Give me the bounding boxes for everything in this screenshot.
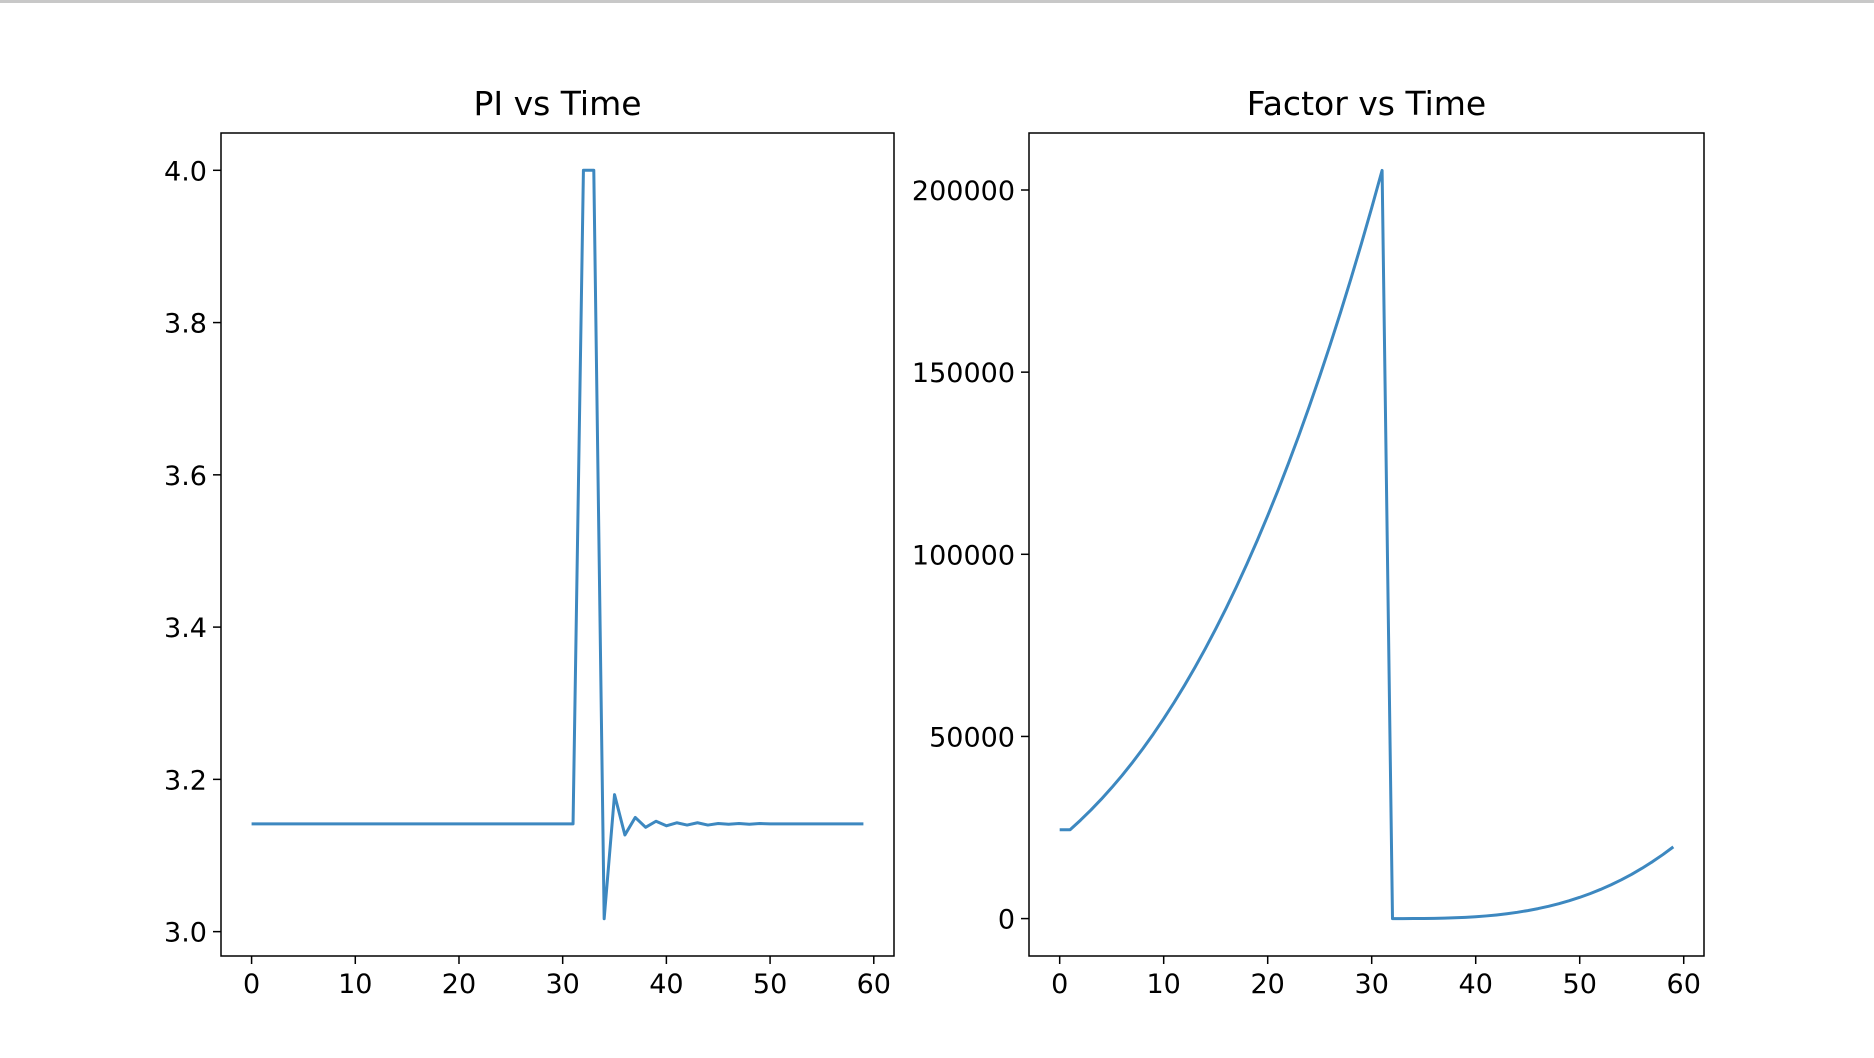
data-line <box>1059 168 1675 921</box>
y-tick-label: 200000 <box>912 176 1015 207</box>
x-tick-label: 60 <box>857 969 891 1000</box>
y-tick-label: 4.0 <box>164 156 207 187</box>
window-edge <box>0 0 1874 3</box>
x-tick-label: 0 <box>1051 969 1068 1000</box>
axes-frame <box>220 132 895 957</box>
y-tick-label: 3.0 <box>164 918 207 949</box>
y-tick-label: 3.2 <box>164 765 207 796</box>
x-tick-label: 10 <box>338 969 372 1000</box>
x-tick-label: 20 <box>1251 969 1285 1000</box>
chart-title: PI vs Time <box>473 84 641 123</box>
x-tick-label: 40 <box>649 969 683 1000</box>
y-tick-label: 3.4 <box>164 613 207 644</box>
x-tick-label: 50 <box>1563 969 1597 1000</box>
y-tick-label: 150000 <box>912 358 1015 389</box>
x-tick-label: 10 <box>1147 969 1181 1000</box>
subplot: Factor vs Time 0 10 20 30 40 50 60 0 50000 100000 1… <box>912 84 1705 1000</box>
x-tick-label: 60 <box>1667 969 1701 1000</box>
x-tick-label: 20 <box>442 969 476 1000</box>
x-tick-label: 50 <box>753 969 787 1000</box>
x-tick-label: 40 <box>1459 969 1493 1000</box>
y-tick-label: 50000 <box>929 722 1015 753</box>
y-tick-label: 3.6 <box>164 461 207 492</box>
axes-frame <box>1028 132 1705 957</box>
data-line <box>251 168 864 921</box>
subplot: PI vs Time 0 10 20 30 40 50 60 3.0 3.2 3.4 3.6 3.8 4.… <box>164 84 895 1000</box>
x-tick-label: 30 <box>1355 969 1389 1000</box>
chart-title: Factor vs Time <box>1247 84 1486 123</box>
y-tick-label: 0 <box>998 905 1015 936</box>
x-tick-label: 0 <box>243 969 260 1000</box>
y-tick-label: 100000 <box>912 540 1015 571</box>
x-tick-label: 30 <box>546 969 580 1000</box>
y-tick-label: 3.8 <box>164 309 207 340</box>
